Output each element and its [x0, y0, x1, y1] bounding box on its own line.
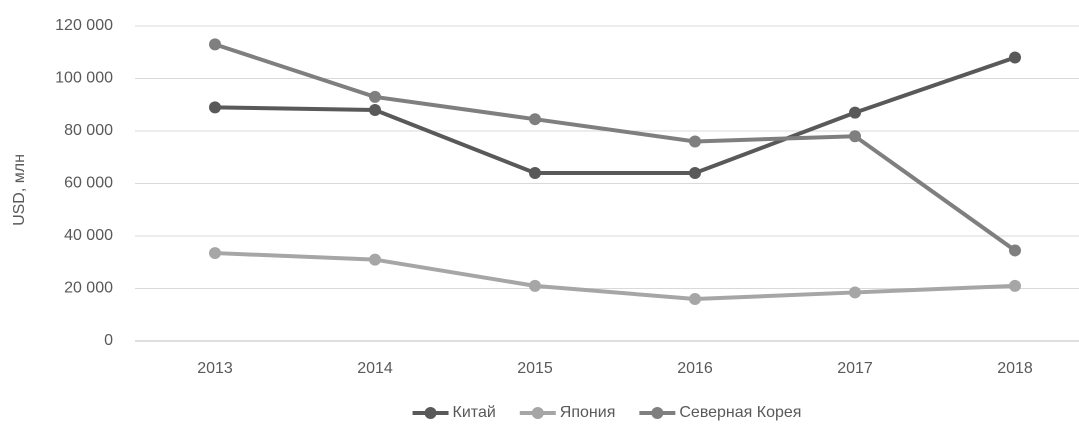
data-point: [849, 106, 861, 119]
legend-item: Япония: [519, 404, 616, 421]
legend-label: Япония: [560, 404, 616, 421]
data-point: [209, 38, 221, 51]
y-tick-label: 0: [104, 332, 113, 349]
y-tick-label: 60 000: [64, 175, 113, 192]
series-line: [214, 55, 1016, 175]
data-point: [1009, 279, 1021, 292]
legend-label: Китай: [453, 404, 496, 421]
y-axis-label: USD, млн: [11, 154, 28, 226]
legend-marker: [651, 407, 664, 419]
y-tick-label: 40 000: [64, 227, 113, 244]
x-tick-label: 2013: [197, 360, 233, 377]
data-point: [1009, 244, 1021, 257]
legend-item: Северная Корея: [639, 404, 801, 421]
data-point: [369, 253, 381, 266]
y-tick-label: 100 000: [55, 70, 113, 87]
x-tick-label: 2018: [997, 360, 1033, 377]
data-point: [529, 167, 541, 179]
data-point: [529, 113, 541, 126]
legend-marker: [531, 407, 544, 419]
data-point: [689, 135, 701, 148]
x-tick-label: 2014: [357, 360, 393, 377]
legend-marker: [424, 407, 437, 419]
data-point: [529, 279, 541, 292]
y-tick-label: 20 000: [64, 280, 113, 297]
data-point: [1009, 51, 1021, 64]
legend-label: Северная Корея: [679, 404, 801, 421]
legend-item: Китай: [412, 404, 496, 421]
data-point: [689, 167, 701, 179]
data-point: [849, 130, 861, 143]
x-tick-label: 2016: [677, 360, 713, 377]
x-tick-label: 2017: [837, 360, 873, 377]
data-point: [369, 90, 381, 103]
data-point: [369, 104, 381, 116]
series-line: [214, 251, 1016, 302]
data-point: [689, 293, 701, 305]
series-line: [214, 42, 1017, 253]
y-tick-label: 80 000: [64, 122, 113, 139]
y-tick-label: 120 000: [55, 17, 113, 34]
data-point: [209, 101, 221, 114]
data-point: [209, 247, 221, 260]
x-tick-label: 2015: [517, 360, 553, 377]
data-point: [849, 286, 861, 299]
